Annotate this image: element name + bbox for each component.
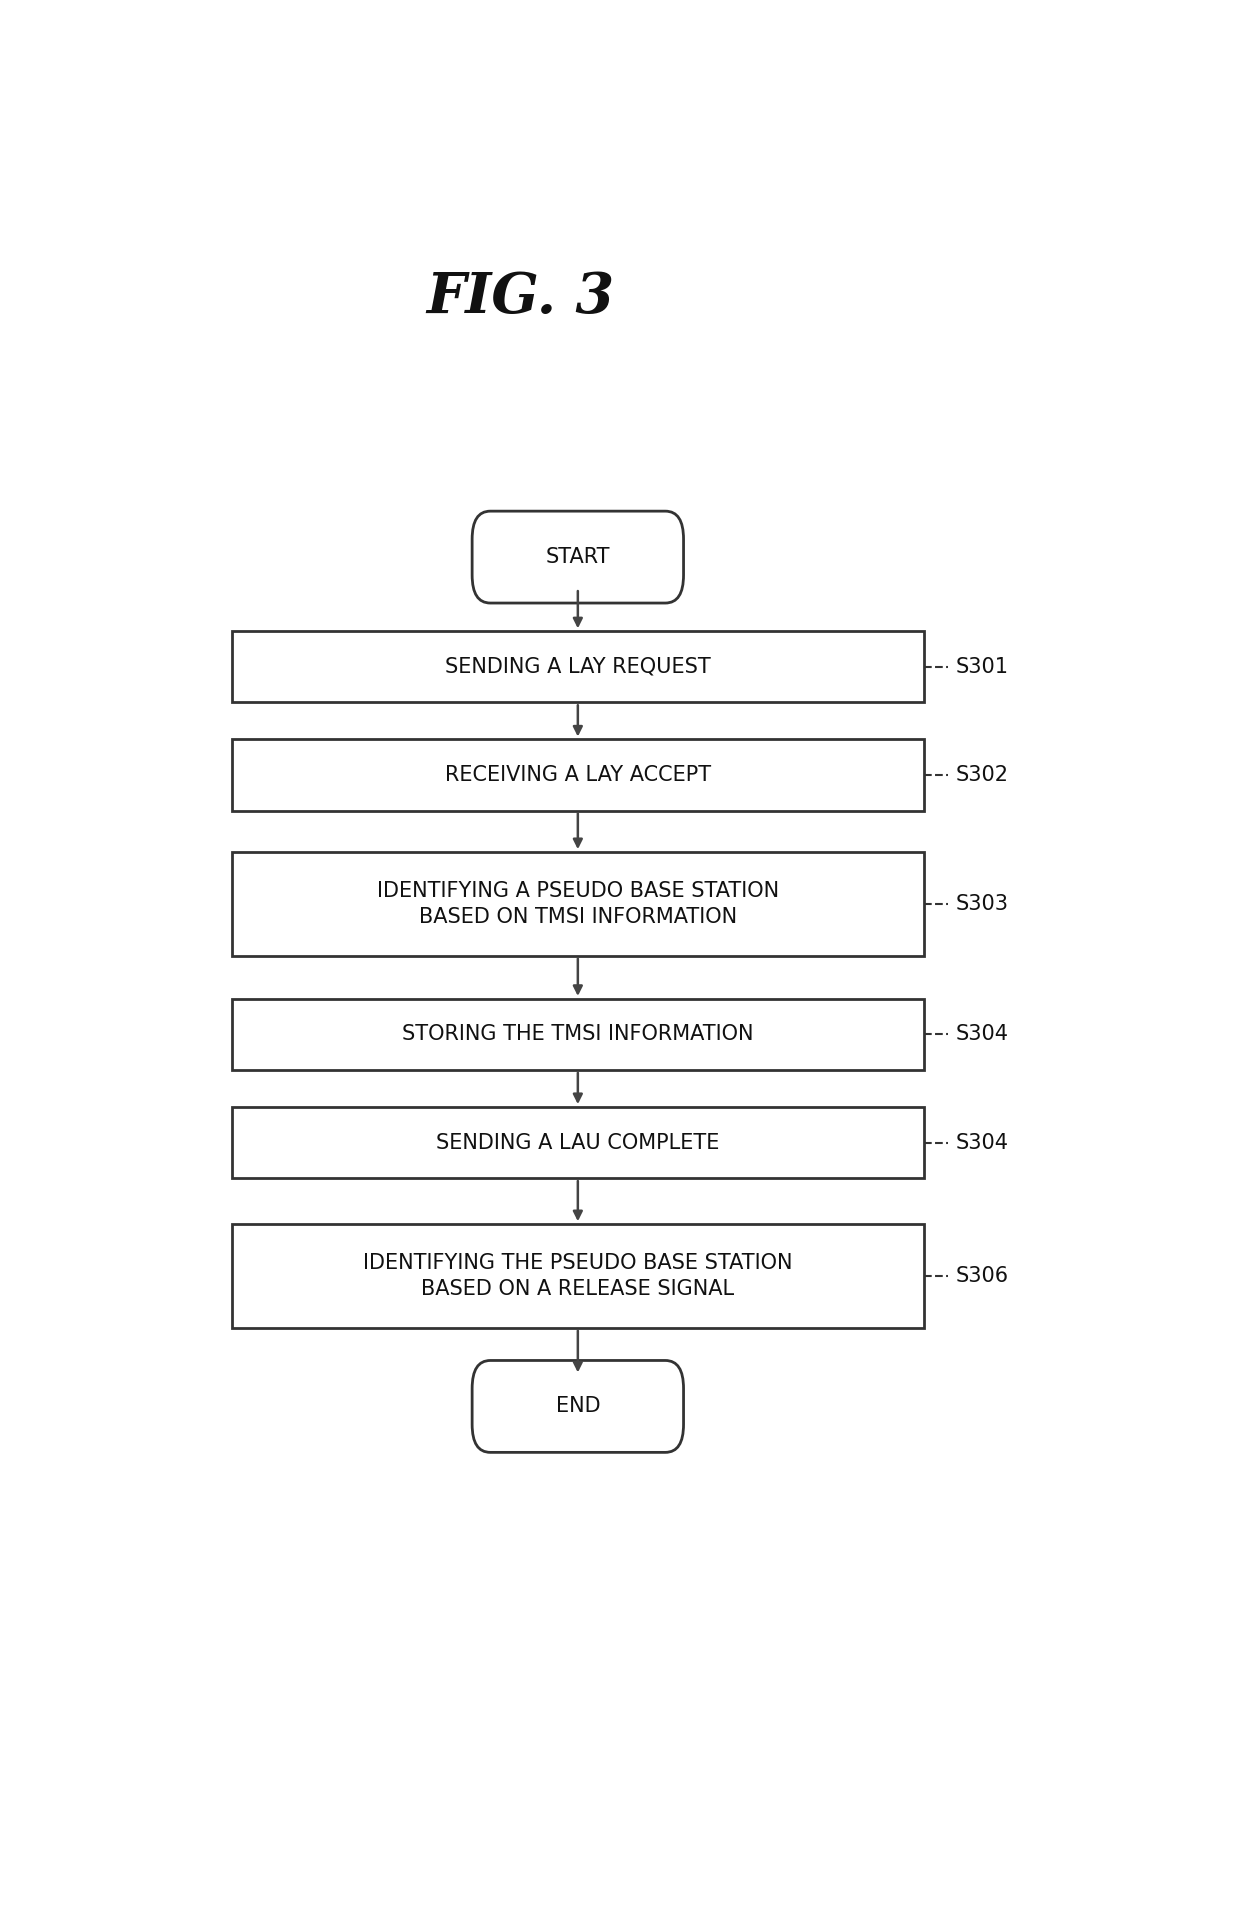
FancyBboxPatch shape [232, 631, 924, 703]
Text: S302: S302 [956, 764, 1008, 785]
FancyBboxPatch shape [232, 739, 924, 810]
Text: IDENTIFYING THE PSEUDO BASE STATION
BASED ON A RELEASE SIGNAL: IDENTIFYING THE PSEUDO BASE STATION BASE… [363, 1253, 792, 1299]
Text: STORING THE TMSI INFORMATION: STORING THE TMSI INFORMATION [402, 1024, 754, 1045]
Text: S301: S301 [956, 656, 1008, 678]
Text: SENDING A LAY REQUEST: SENDING A LAY REQUEST [445, 656, 711, 678]
FancyBboxPatch shape [472, 1361, 683, 1451]
FancyBboxPatch shape [232, 1224, 924, 1328]
FancyBboxPatch shape [232, 1107, 924, 1178]
Text: S303: S303 [956, 893, 1008, 914]
Text: S304: S304 [956, 1024, 1008, 1045]
Text: FIG. 3: FIG. 3 [427, 270, 614, 325]
Text: IDENTIFYING A PSEUDO BASE STATION
BASED ON TMSI INFORMATION: IDENTIFYING A PSEUDO BASE STATION BASED … [377, 882, 779, 928]
Text: S306: S306 [956, 1267, 1008, 1286]
Text: RECEIVING A LAY ACCEPT: RECEIVING A LAY ACCEPT [445, 764, 711, 785]
Text: SENDING A LAU COMPLETE: SENDING A LAU COMPLETE [436, 1132, 719, 1153]
Text: START: START [546, 547, 610, 568]
FancyBboxPatch shape [232, 999, 924, 1070]
FancyBboxPatch shape [472, 512, 683, 603]
Text: END: END [556, 1396, 600, 1417]
FancyBboxPatch shape [232, 853, 924, 957]
Text: S304: S304 [956, 1132, 1008, 1153]
